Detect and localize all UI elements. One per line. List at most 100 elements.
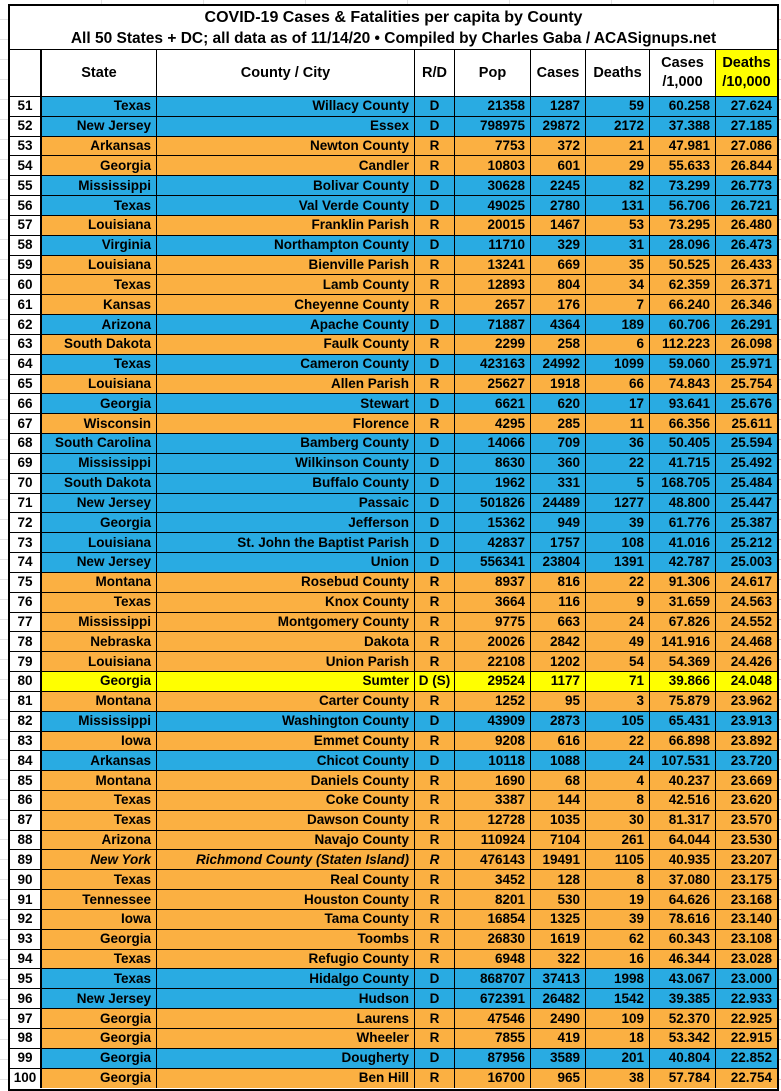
cell-state: Texas bbox=[42, 969, 157, 990]
cell-state: Georgia bbox=[42, 394, 157, 415]
cell-c1k: 65.431 bbox=[650, 711, 716, 732]
table-row: 59 Louisiana Bienville Parish R 13241 669 35 50… bbox=[10, 255, 777, 276]
cell-county: Val Verde County bbox=[157, 196, 415, 216]
cell-deaths: 30 bbox=[586, 810, 650, 831]
table-row: 79 Louisiana Union Parish R 22108 1202 54 54.36… bbox=[10, 652, 777, 673]
cell-n: 99 bbox=[10, 1048, 42, 1069]
cell-state: Louisiana bbox=[42, 255, 157, 276]
cell-rd: D bbox=[415, 394, 455, 415]
cell-n: 82 bbox=[10, 711, 42, 732]
cell-pop: 87956 bbox=[455, 1048, 531, 1069]
cell-rd: R bbox=[415, 771, 455, 791]
cell-deaths: 16 bbox=[586, 949, 650, 970]
cell-c1k: 81.317 bbox=[650, 810, 716, 831]
cell-pop: 49025 bbox=[455, 196, 531, 216]
cell-d10k: 24.552 bbox=[716, 612, 777, 633]
cell-cases: 1757 bbox=[531, 533, 586, 554]
cell-deaths: 22 bbox=[586, 453, 650, 474]
cell-pop: 30628 bbox=[455, 176, 531, 197]
cell-c1k: 50.525 bbox=[650, 255, 716, 276]
cell-cases: 1325 bbox=[531, 909, 586, 930]
cell-c1k: 40.804 bbox=[650, 1048, 716, 1069]
cell-county: Coke County bbox=[157, 790, 415, 811]
cell-pop: 3664 bbox=[455, 592, 531, 613]
table-subtitle: All 50 States + DC; all data as of 11/14… bbox=[70, 29, 717, 47]
cell-n: 95 bbox=[10, 969, 42, 990]
cell-c1k: 75.879 bbox=[650, 691, 716, 712]
cell-cases: 1467 bbox=[531, 215, 586, 236]
cell-state: Louisiana bbox=[42, 215, 157, 236]
cell-state: New Jersey bbox=[42, 493, 157, 514]
cell-state: Arizona bbox=[42, 830, 157, 851]
table-row: 86 Texas Coke County R 3387 144 8 42.516 23.620 bbox=[10, 790, 777, 811]
cell-n: 60 bbox=[10, 275, 42, 296]
cell-pop: 10803 bbox=[455, 156, 531, 177]
cell-n: 69 bbox=[10, 453, 42, 474]
cell-c1k: 42.516 bbox=[650, 790, 716, 811]
cell-pop: 6621 bbox=[455, 394, 531, 415]
table-row: 73 Louisiana St. John the Baptist Parish D 4… bbox=[10, 533, 777, 554]
cell-county: Stewart bbox=[157, 394, 415, 415]
cell-pop: 4295 bbox=[455, 414, 531, 435]
cell-d10k: 23.175 bbox=[716, 870, 777, 891]
table-row: 84 Arkansas Chicot County D 10118 1088 24 107.5… bbox=[10, 751, 777, 772]
cell-state: Arkansas bbox=[42, 751, 157, 772]
cell-pop: 11710 bbox=[455, 235, 531, 256]
cell-rd: R bbox=[415, 850, 455, 871]
cell-rd: R bbox=[415, 1068, 455, 1089]
cell-n: 52 bbox=[10, 116, 42, 137]
table-row: 62 Arizona Apache County D 71887 4364 189 60.70… bbox=[10, 315, 777, 335]
cell-state: Texas bbox=[42, 870, 157, 891]
cell-state: South Carolina bbox=[42, 434, 157, 454]
cell-state: New Jersey bbox=[42, 553, 157, 573]
cell-cases: 1202 bbox=[531, 652, 586, 673]
cell-c1k: 91.306 bbox=[650, 572, 716, 593]
cell-n: 62 bbox=[10, 315, 42, 335]
cell-rd: R bbox=[415, 414, 455, 435]
cell-pop: 672391 bbox=[455, 989, 531, 1010]
cell-n: 61 bbox=[10, 295, 42, 316]
table-row: 53 Arkansas Newton County R 7753 372 21 47.981 2… bbox=[10, 136, 777, 157]
cell-state: Georgia bbox=[42, 1028, 157, 1049]
cell-rd: R bbox=[415, 334, 455, 355]
cell-deaths: 71 bbox=[586, 672, 650, 692]
cell-state: Kansas bbox=[42, 295, 157, 316]
cell-deaths: 1105 bbox=[586, 850, 650, 871]
cell-d10k: 26.098 bbox=[716, 334, 777, 355]
cell-rd: R bbox=[415, 652, 455, 673]
cell-state: Texas bbox=[42, 275, 157, 296]
cell-county: Union bbox=[157, 553, 415, 573]
cell-rd: D bbox=[415, 751, 455, 772]
cell-pop: 12728 bbox=[455, 810, 531, 831]
cell-n: 63 bbox=[10, 334, 42, 355]
cell-rd: R bbox=[415, 890, 455, 910]
cell-c1k: 37.080 bbox=[650, 870, 716, 891]
cell-state: Georgia bbox=[42, 1009, 157, 1029]
table-row: 74 New Jersey Union D 556341 23804 1391 42.787 2… bbox=[10, 553, 777, 573]
table-row: 96 New Jersey Hudson D 672391 26482 1542 39.385… bbox=[10, 989, 777, 1010]
cell-deaths: 4 bbox=[586, 771, 650, 791]
cell-d10k: 23.913 bbox=[716, 711, 777, 732]
cell-deaths: 59 bbox=[586, 97, 650, 117]
table-row: 85 Montana Daniels County R 1690 68 4 40.237 23.… bbox=[10, 771, 777, 791]
header-cases: Cases bbox=[531, 50, 586, 97]
cell-n: 66 bbox=[10, 394, 42, 415]
cell-rd: R bbox=[415, 295, 455, 316]
cell-cases: 2873 bbox=[531, 711, 586, 732]
header-county-city: County / City bbox=[157, 50, 415, 97]
cell-d10k: 23.108 bbox=[716, 929, 777, 950]
sheet-margin-left bbox=[0, 0, 8, 1091]
cell-state: South Dakota bbox=[42, 334, 157, 355]
cell-n: 98 bbox=[10, 1028, 42, 1049]
cell-deaths: 6 bbox=[586, 334, 650, 355]
table-row: 66 Georgia Stewart D 6621 620 17 93.641 25.676 bbox=[10, 394, 777, 415]
cell-n: 75 bbox=[10, 572, 42, 593]
cell-c1k: 141.916 bbox=[650, 632, 716, 653]
cell-d10k: 27.624 bbox=[716, 97, 777, 117]
cell-c1k: 64.044 bbox=[650, 830, 716, 851]
cell-n: 78 bbox=[10, 632, 42, 653]
cell-pop: 9208 bbox=[455, 731, 531, 752]
header-deaths-per-10000: Deaths /10,000 bbox=[716, 50, 777, 97]
cell-c1k: 42.787 bbox=[650, 553, 716, 573]
cell-cases: 258 bbox=[531, 334, 586, 355]
